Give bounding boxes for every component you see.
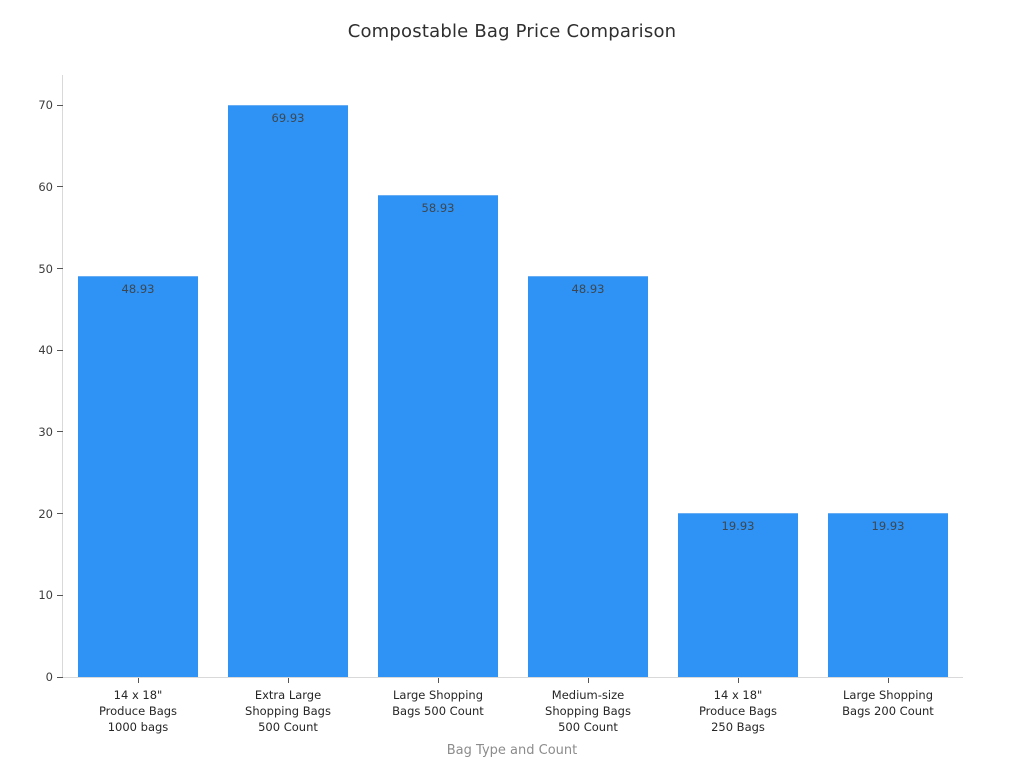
x-tick: 14 x 18" Produce Bags 250 Bags <box>663 677 813 735</box>
y-tick-mark <box>57 513 63 515</box>
y-tick: 40 <box>35 343 63 357</box>
bar-value-label: 48.93 <box>571 282 605 297</box>
bar: 69.93 <box>227 104 349 677</box>
bar-value-label: 19.93 <box>871 519 905 534</box>
plot-area: 0 10 20 30 40 50 60 70 48.93 69.93 58.93 48.93 19.9… <box>38 75 963 734</box>
y-tick-label: 40 <box>38 343 53 358</box>
bar: 48.93 <box>77 276 199 677</box>
bar: 48.93 <box>527 276 649 677</box>
x-tick-mark <box>438 678 439 683</box>
y-tick-mark <box>57 349 63 351</box>
y-tick-mark <box>57 431 63 433</box>
y-tick-label: 0 <box>45 670 53 684</box>
y-tick-label: 70 <box>38 98 53 113</box>
x-tick-mark <box>588 678 589 683</box>
bar-value-label: 19.93 <box>721 519 755 534</box>
x-tick-mark <box>288 678 289 683</box>
x-category-label: 14 x 18" Produce Bags 1000 bags <box>98 688 178 734</box>
x-axis-title: Bag Type and Count <box>446 743 578 758</box>
bar: 19.93 <box>827 513 949 677</box>
x-category-label: Medium-size Shopping Bags 500 Count <box>545 688 631 734</box>
x-tick-mark <box>138 678 139 683</box>
y-tick: 60 <box>35 180 63 194</box>
bar-slot: 58.93 <box>363 75 513 677</box>
y-tick: 50 <box>35 262 63 276</box>
bar-slot: 19.93 <box>813 75 963 677</box>
y-tick-label: 10 <box>38 588 53 603</box>
x-tick: Large Shopping Bags 500 Count <box>363 677 513 735</box>
y-tick: 30 <box>35 425 63 439</box>
chart-title: Compostable Bag Price Comparison <box>347 21 677 42</box>
x-tick-mark <box>738 678 739 683</box>
bar-slot: 19.93 <box>663 75 813 677</box>
x-category-label: Large Shopping Bags 500 Count <box>392 688 484 718</box>
bars-container: 48.93 69.93 58.93 48.93 19.93 19.93 <box>63 75 963 677</box>
x-tick: Large Shopping Bags 200 Count <box>813 677 963 735</box>
x-tick-mark <box>888 678 889 683</box>
y-tick-label: 50 <box>38 261 53 276</box>
y-tick-mark <box>57 594 63 596</box>
bar-value-label: 48.93 <box>121 282 155 297</box>
y-tick: 20 <box>35 507 63 521</box>
y-tick-mark <box>57 104 63 106</box>
x-axis-ticks: 14 x 18" Produce Bags 1000 bags Extra Lar… <box>63 677 963 735</box>
y-tick-mark <box>57 186 63 188</box>
bar-slot: 48.93 <box>513 75 663 677</box>
x-category-label: Extra Large Shopping Bags 500 Count <box>245 688 331 734</box>
y-tick-mark <box>57 676 63 678</box>
y-tick-mark <box>57 268 63 270</box>
x-tick: Medium-size Shopping Bags 500 Count <box>513 677 663 735</box>
y-tick-label: 30 <box>38 424 53 439</box>
y-tick: 10 <box>35 588 63 602</box>
x-category-label: Large Shopping Bags 200 Count <box>842 688 934 718</box>
y-tick-label: 20 <box>38 506 53 521</box>
x-tick: 14 x 18" Produce Bags 1000 bags <box>63 677 213 735</box>
bar: 58.93 <box>377 194 499 677</box>
bar-value-label: 69.93 <box>271 110 305 125</box>
y-tick-label: 60 <box>38 179 53 194</box>
bar: 19.93 <box>677 513 799 677</box>
x-category-label: 14 x 18" Produce Bags 250 Bags <box>698 688 778 734</box>
bar-value-label: 58.93 <box>421 200 455 215</box>
y-tick: 0 <box>35 670 63 684</box>
x-tick: Extra Large Shopping Bags 500 Count <box>213 677 363 735</box>
y-tick: 70 <box>35 98 63 112</box>
bar-slot: 69.93 <box>213 75 363 677</box>
bar-slot: 48.93 <box>63 75 213 677</box>
